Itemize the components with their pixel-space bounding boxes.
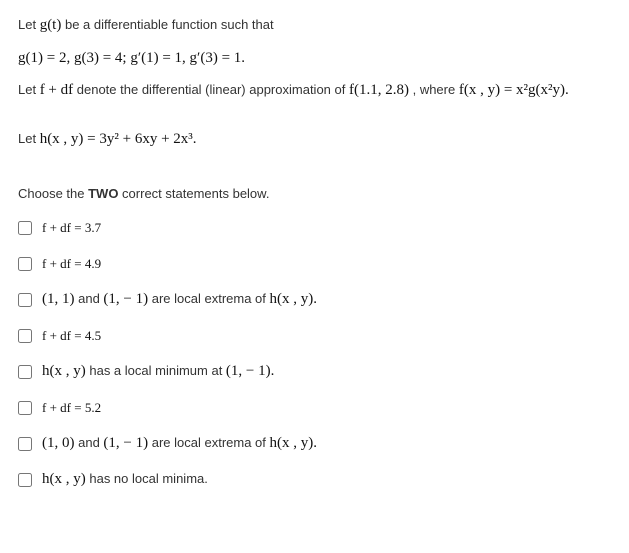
- text: denote the differential (linear) approxi…: [77, 82, 349, 97]
- text: Let: [18, 17, 40, 32]
- given-values: g(1) = 2, g(3) = 4; g′(1) = 1, g′(3) = 1…: [18, 50, 245, 66]
- choice-4-label: f + df = 4.5: [42, 328, 101, 344]
- math-g-t: g(t): [40, 17, 62, 33]
- choice-8-checkbox[interactable]: [18, 473, 32, 487]
- math: (1, 1): [42, 291, 75, 307]
- math: h(x , y): [42, 363, 86, 379]
- choice-5: h(x , y) has a local minimum at (1, − 1)…: [18, 358, 611, 386]
- choose-prompt: Choose the TWO correct statements below.: [18, 184, 611, 204]
- choice-3-checkbox[interactable]: [18, 293, 32, 307]
- intro-line-3: Let f + df denote the differential (line…: [18, 79, 611, 102]
- choice-1: f + df = 3.7: [18, 214, 611, 242]
- text: are local extrema of: [148, 435, 269, 450]
- prompt-two: TWO: [88, 186, 118, 201]
- math-f-def: f(x , y) = x²g(x²y).: [459, 82, 569, 98]
- choice-3-label: (1, 1) and (1, − 1) are local extrema of…: [42, 291, 317, 308]
- choice-8: h(x , y) has no local minima.: [18, 466, 611, 494]
- choice-2-label: f + df = 4.9: [42, 256, 101, 272]
- choice-1-checkbox[interactable]: [18, 221, 32, 235]
- choice-1-label: f + df = 3.7: [42, 220, 101, 236]
- math: (1, − 1): [103, 291, 148, 307]
- choice-2: f + df = 4.9: [18, 250, 611, 278]
- math: h(x , y): [42, 471, 86, 487]
- choice-6-checkbox[interactable]: [18, 401, 32, 415]
- choice-2-checkbox[interactable]: [18, 257, 32, 271]
- text: has a local minimum at: [86, 363, 226, 378]
- math: (1, − 1).: [226, 363, 274, 379]
- choice-list: f + df = 3.7 f + df = 4.9 (1, 1) and (1,…: [18, 214, 611, 494]
- text: be a differentiable function such that: [65, 17, 274, 32]
- choice-6-label: f + df = 5.2: [42, 400, 101, 416]
- choice-5-label: h(x , y) has a local minimum at (1, − 1)…: [42, 363, 274, 380]
- math: h(x , y).: [270, 291, 318, 307]
- text: and: [75, 291, 104, 306]
- math: (1, − 1): [103, 435, 148, 451]
- text: Choose the: [18, 186, 88, 201]
- choice-4: f + df = 4.5: [18, 322, 611, 350]
- choice-5-checkbox[interactable]: [18, 365, 32, 379]
- math-fdf: f + df: [40, 82, 73, 98]
- math-h-def: h(x , y) = 3y² + 6xy + 2x³.: [40, 131, 197, 147]
- text: correct statements below.: [118, 186, 269, 201]
- choice-7-label: (1, 0) and (1, − 1) are local extrema of…: [42, 435, 317, 452]
- text: are local extrema of: [148, 291, 269, 306]
- math-f-point: f(1.1, 2.8): [349, 82, 409, 98]
- choice-8-label: h(x , y) has no local minima.: [42, 471, 208, 488]
- text: has no local minima.: [86, 471, 208, 486]
- intro-line-2: g(1) = 2, g(3) = 4; g′(1) = 1, g′(3) = 1…: [18, 47, 611, 70]
- text: Let: [18, 131, 40, 146]
- text: , where: [413, 82, 459, 97]
- choice-7-checkbox[interactable]: [18, 437, 32, 451]
- math: h(x , y).: [270, 435, 318, 451]
- choice-4-checkbox[interactable]: [18, 329, 32, 343]
- text: and: [75, 435, 104, 450]
- intro-line-1: Let g(t) be a differentiable function su…: [18, 14, 611, 37]
- text: Let: [18, 82, 40, 97]
- intro-line-4: Let h(x , y) = 3y² + 6xy + 2x³.: [18, 128, 611, 151]
- math: (1, 0): [42, 435, 75, 451]
- choice-3: (1, 1) and (1, − 1) are local extrema of…: [18, 286, 611, 314]
- choice-7: (1, 0) and (1, − 1) are local extrema of…: [18, 430, 611, 458]
- choice-6: f + df = 5.2: [18, 394, 611, 422]
